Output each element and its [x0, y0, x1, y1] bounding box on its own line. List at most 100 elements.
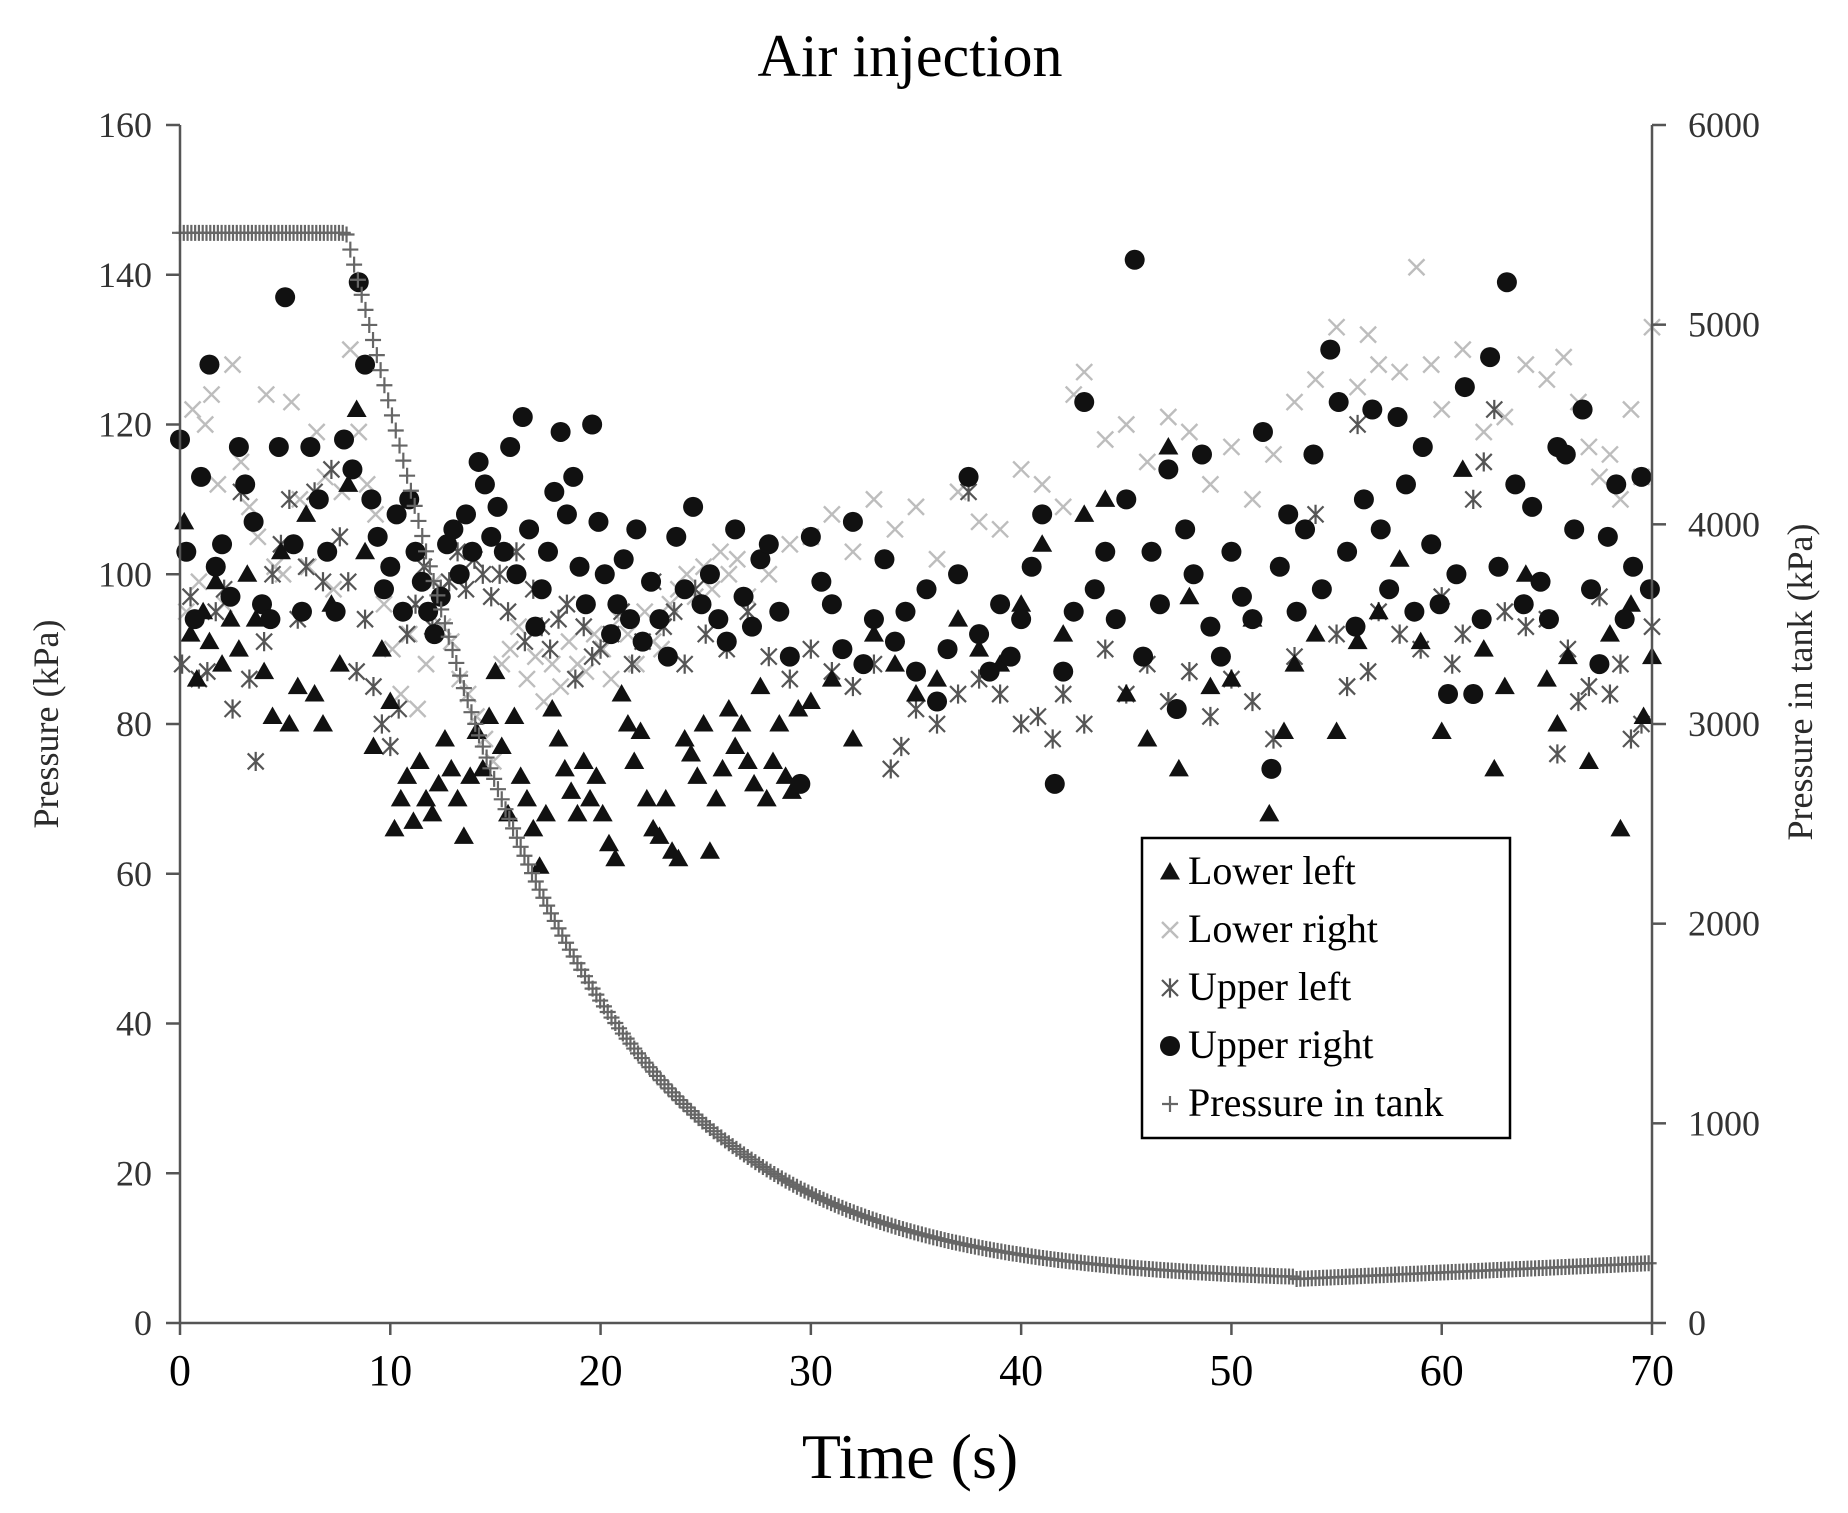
upper-left-point-69: [881, 759, 900, 779]
lower-left-point-81: [725, 736, 746, 754]
upper-left-point-114: [1601, 684, 1619, 704]
pressure-in-tank-point-101: [554, 927, 571, 944]
legend-marker-upper-right: [1160, 1036, 1180, 1056]
legend-symbol-lower-right: [1161, 921, 1179, 939]
lower-left-point-107: [1116, 684, 1137, 702]
upper-right-point-66: [620, 609, 641, 630]
pressure-in-tank-point-91: [516, 847, 533, 864]
pressure-in-tank-point-54: [376, 377, 393, 394]
legend-symbol-lower-left: [1160, 862, 1180, 880]
lower-left-point-57: [573, 751, 594, 769]
pressure-in-tank-point-127: [652, 1072, 669, 1089]
pressure-in-tank-point-134: [679, 1099, 696, 1116]
lower-right-point-38: [484, 752, 503, 771]
pressure-in-tank-point-177: [841, 1202, 858, 1219]
lower-left-point-109: [1158, 436, 1179, 455]
upper-right-point-171: [1581, 579, 1602, 600]
upper-left-point-72: [928, 714, 946, 734]
legend-label-upper-left: Upper left: [1188, 964, 1351, 1009]
pressure-in-tank-point-57: [387, 422, 404, 439]
upper-right-point-60: [582, 414, 603, 435]
lower-right-point-79: [970, 512, 988, 531]
upper-right-point-21: [334, 429, 355, 450]
lower-left-point-126: [1473, 639, 1494, 657]
lower-right-point-16: [299, 557, 318, 576]
upper-right-point-85: [779, 646, 800, 667]
pressure-in-tank-point-77: [463, 704, 480, 721]
upper-right-point-74: [683, 496, 704, 517]
upper-right-point-176: [1623, 556, 1644, 577]
upper-right-point-17: [300, 436, 321, 457]
y2-tick-label-1: 1000: [1688, 1103, 1760, 1143]
lower-left-point-137: [1633, 706, 1654, 725]
lower-left-point-131: [1547, 714, 1568, 732]
lower-right-point-94: [1264, 445, 1283, 464]
lower-left-point-136: [1620, 594, 1641, 612]
lower-left-point-80: [718, 699, 739, 717]
upper-right-point-165: [1530, 571, 1551, 592]
upper-right-point-169: [1564, 519, 1585, 540]
lower-right-point-82: [1033, 475, 1052, 494]
upper-right-point-134: [1269, 556, 1290, 577]
pressure-in-tank-point-62: [406, 497, 423, 514]
lower-right-point-43: [526, 647, 545, 666]
upper-right-point-63: [601, 624, 622, 645]
upper-right-point-150: [1404, 601, 1425, 622]
lower-left-point-28: [390, 788, 411, 807]
upper-right-point-77: [708, 609, 729, 630]
lower-left-point-2: [186, 669, 207, 687]
y-tick-label-0: 0: [134, 1303, 152, 1343]
upper-right-point-37: [437, 534, 458, 555]
pressure-in-tank-point-189: [887, 1218, 904, 1235]
y-tick-label-7: 140: [98, 255, 152, 295]
upper-right-point-137: [1295, 519, 1316, 540]
upper-left-point-82: [1096, 639, 1115, 659]
pressure-in-tank-point-87: [501, 810, 518, 827]
upper-right-point-43: [474, 474, 495, 495]
pressure-in-tank-point-129: [660, 1080, 677, 1097]
lower-right-point-113: [1590, 468, 1609, 486]
upper-left-point-67: [844, 676, 862, 697]
upper-right-point-102: [958, 466, 979, 487]
lower-left-point-48: [516, 788, 537, 807]
upper-right-point-156: [1454, 377, 1475, 398]
pressure-in-tank-point-71: [440, 628, 457, 645]
lower-right-point-27: [391, 685, 410, 703]
data-points: [170, 224, 1662, 1287]
lower-right-point-14: [282, 393, 301, 411]
lower-left-point-77: [699, 841, 720, 859]
pressure-in-tank-point-171: [819, 1193, 836, 1210]
upper-right-point-153: [1429, 594, 1450, 615]
pressure-in-tank-point-43: [334, 224, 351, 241]
upper-right-point-121: [1149, 594, 1170, 615]
pressure-in-tank-point-163: [788, 1178, 805, 1195]
lower-left-point-56: [567, 803, 588, 822]
pressure-in-tank-point-69: [433, 601, 450, 618]
upper-right-point-34: [418, 601, 439, 622]
upper-right-point-126: [1191, 444, 1212, 465]
lower-left-point-86: [756, 788, 777, 807]
upper-right-point-14: [275, 287, 296, 308]
upper-right-point-8: [228, 436, 249, 457]
lower-left-point-125: [1452, 459, 1473, 477]
lower-right-point-99: [1359, 325, 1377, 344]
upper-left-point-44: [541, 639, 559, 659]
lower-left-point-60: [592, 803, 613, 822]
lower-right-point-102: [1407, 258, 1426, 277]
pressure-in-tank-point-85: [493, 791, 510, 808]
lower-right-point-95: [1285, 393, 1304, 411]
pressure-in-tank-point-75: [455, 680, 472, 697]
pressure-in-tank-point-170: [815, 1191, 832, 1208]
lower-right-point-110: [1554, 348, 1573, 366]
lower-right-point-1: [183, 400, 202, 419]
pressure-in-tank-point-178: [845, 1204, 862, 1221]
upper-left-point-25: [381, 736, 400, 757]
upper-right-point-160: [1488, 556, 1509, 577]
upper-right-point-139: [1311, 579, 1332, 600]
pressure-in-tank-point-133: [675, 1095, 692, 1112]
upper-right-point-48: [506, 564, 527, 585]
x-tick-label-0: 0: [169, 1346, 191, 1395]
lower-left-point-38: [453, 826, 474, 844]
lower-right-point-87: [1117, 415, 1136, 434]
lower-left-point-116: [1274, 721, 1294, 739]
